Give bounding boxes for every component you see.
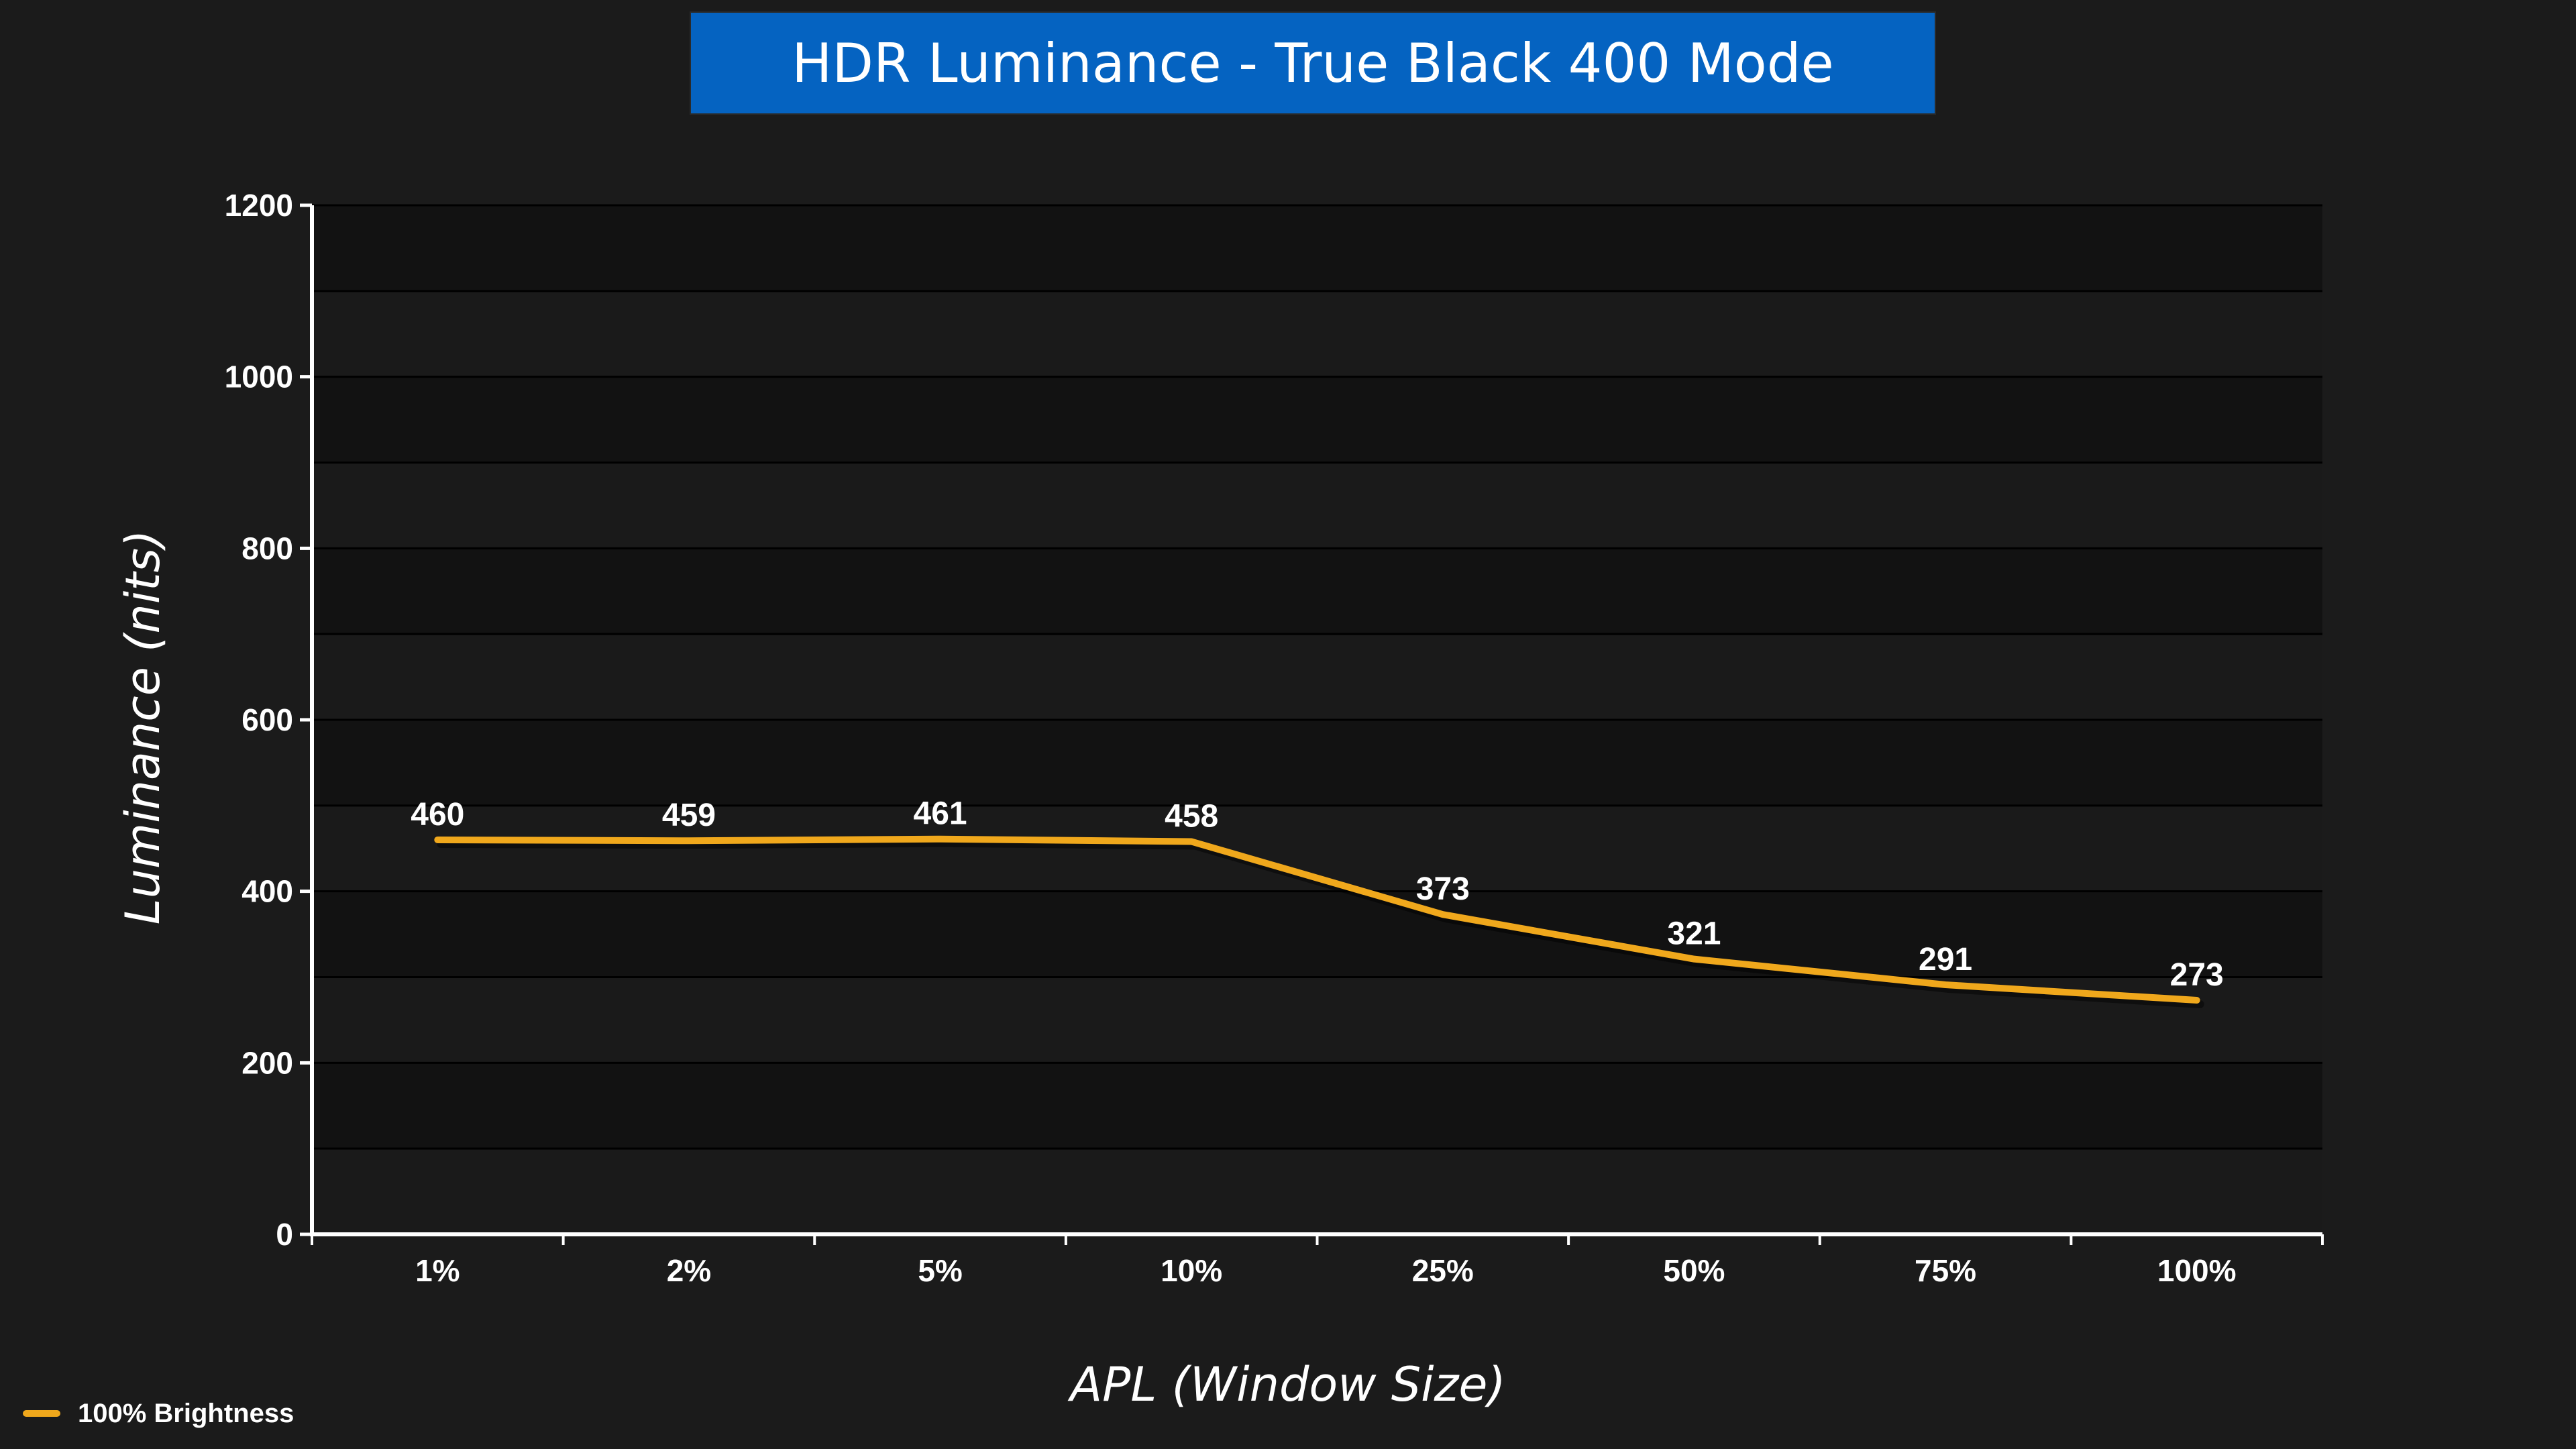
chart-title: HDR Luminance - True Black 400 Mode [792,32,1834,95]
x-tick-label: 25% [1412,1253,1474,1288]
y-axis-title: Luminance (nits) [115,530,170,925]
y-tick-label: 1200 [225,188,293,223]
plot-band [312,290,2322,377]
data-point [1693,957,1696,961]
plot-band [312,891,2322,977]
x-tick-label: 100% [2157,1253,2237,1288]
plot-band [312,462,2322,549]
legend-label: 100% Brightness [78,1398,294,1428]
plot-band [312,205,2322,291]
plot-band [312,376,2322,463]
data-label: 460 [411,797,464,833]
y-tick-label: 600 [241,702,293,737]
data-label: 273 [2170,957,2224,993]
plot-band [312,720,2322,806]
plot-background [312,205,2322,1234]
plot-band [312,548,2322,635]
y-axis-ticks: 0 200 400 600 800 1000 1200 [225,188,312,1252]
data-labels: 460 459 461 458 373 321 291 273 [411,796,2223,993]
x-tick-label: 10% [1161,1253,1222,1288]
data-point [1944,983,1947,987]
legend: 100% Brightness [23,1397,294,1430]
y-tick-label: 200 [241,1045,293,1080]
data-point [2195,999,2198,1002]
plot-band [312,1148,2322,1234]
data-label: 458 [1165,799,1218,835]
data-label: 459 [662,798,716,833]
x-tick-label: 50% [1663,1253,1725,1288]
series-line [434,835,2200,1004]
chart-title-box: HDR Luminance - True Black 400 Mode [690,11,1936,115]
plot-band [312,977,2322,1063]
data-point [687,839,690,843]
data-point [938,837,942,841]
x-axis-title: APL (Window Size) [1067,1357,1505,1412]
data-label: 291 [1919,942,1972,977]
x-axis-ticks: 1% 2% 5% 10% 25% 50% 75% 100% [311,1234,2324,1288]
x-tick-label: 5% [918,1253,962,1288]
x-tick-label: 1% [415,1253,460,1288]
data-point [1441,913,1444,916]
y-tick-label: 800 [241,531,293,566]
data-point [436,838,439,841]
data-point [1190,840,1193,843]
plot-band [312,1063,2322,1149]
series-layer [434,835,2204,1009]
y-tick-label: 1000 [225,360,293,394]
data-label: 461 [914,796,967,832]
legend-swatch-icon [23,1410,60,1417]
y-tick-label: 400 [241,874,293,909]
gridlines [312,204,2322,1150]
data-label: 321 [1667,916,1721,952]
x-tick-label: 2% [667,1253,711,1288]
y-tick-label: 0 [276,1217,293,1252]
x-tick-label: 75% [1915,1253,1976,1288]
data-label: 373 [1416,871,1470,907]
plot-band [312,634,2322,720]
